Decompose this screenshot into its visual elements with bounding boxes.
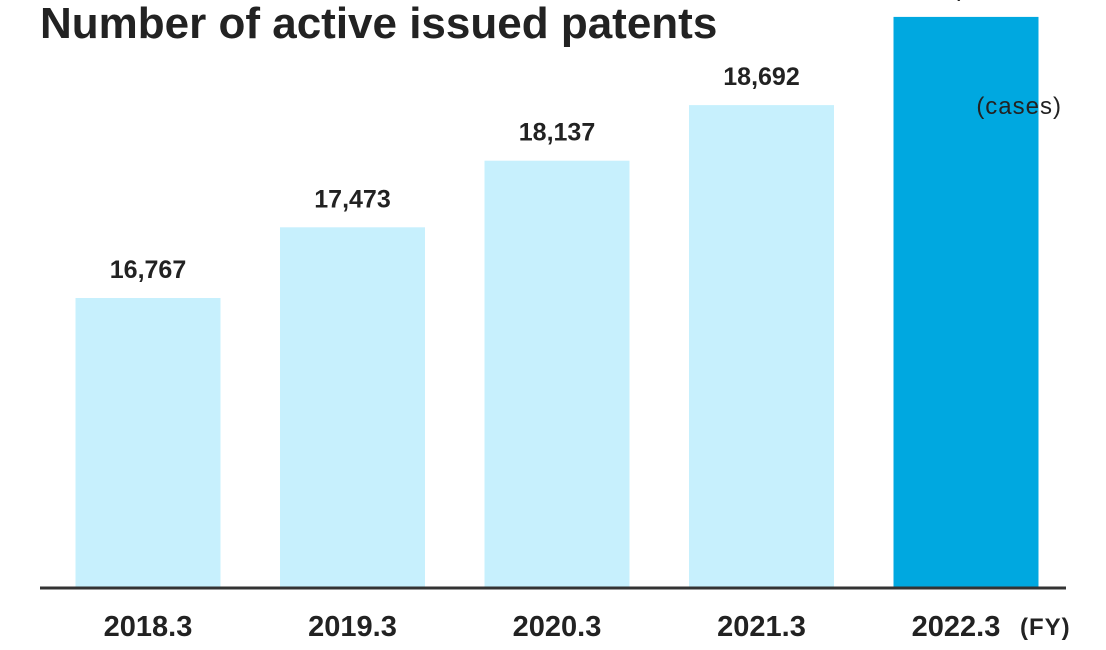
value-label: 16,767 [110,256,186,284]
unit-label: (cases) [976,93,1062,120]
chart-title: Number of active issued patents [40,0,718,48]
value-label: 19,572 [928,0,1004,3]
bar-2022.3 [893,16,1039,588]
category-label: 2022.3 [912,611,1001,643]
category-labels-layer: 2018.3 2019.3 2020.3 2021.3 2022.3 (FY) [104,611,1071,643]
bar-2018.3 [75,298,221,588]
category-label: 2021.3 [717,611,806,643]
fiscal-year-suffix: (FY) [1020,614,1071,641]
bar-2019.3 [280,227,425,589]
bar-2021.3 [689,105,834,588]
bar-2020.3 [484,160,630,588]
labels-layer: 16,767 17,473 18,137 18,692 19,572 [110,0,1004,284]
value-label: 18,137 [519,119,595,147]
value-label: 17,473 [314,185,390,213]
category-label: 2018.3 [104,611,193,643]
bars-layer [75,16,1039,589]
category-label: 2019.3 [308,611,397,643]
category-label: 2020.3 [513,611,602,643]
value-label: 18,692 [723,63,799,91]
